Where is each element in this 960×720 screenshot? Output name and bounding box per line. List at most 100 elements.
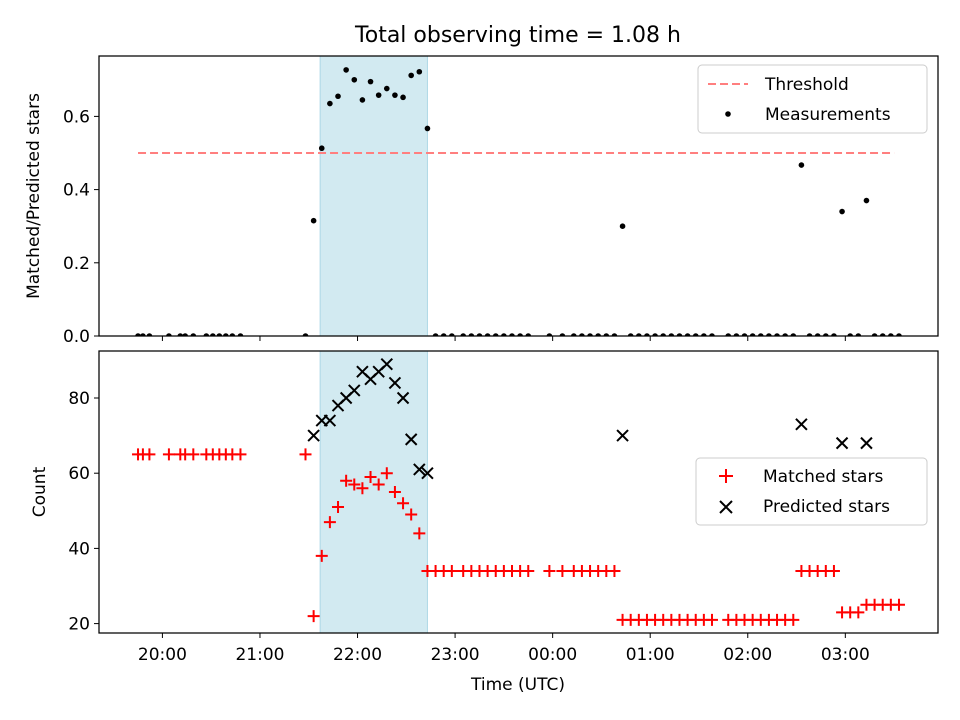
measurement-point [692, 333, 699, 336]
x-tick-label: 01:00 [626, 645, 675, 665]
measurement-point [335, 93, 341, 100]
measurement-point [216, 333, 223, 336]
measurement-point [790, 333, 797, 336]
bottom-panel: 20 40 60 80 20:00 21:00 22:00 23:00 00:00 01:00 0… [30, 350, 939, 695]
measurement-point [484, 333, 491, 336]
predicted-star-point [323, 414, 337, 427]
measurement-point [579, 333, 585, 336]
matched-star-point [187, 448, 200, 461]
predicted-star-point [421, 466, 434, 480]
predicted-star-point [396, 391, 410, 405]
measurement-point [636, 333, 642, 336]
legend-matched-label: Matched stars [763, 467, 883, 487]
measurement-point [492, 333, 499, 336]
measurement-point [871, 333, 878, 336]
x-tick-label: 03:00 [821, 645, 870, 665]
bottom-data-marks [132, 357, 905, 626]
top-legend: Threshold Measurements [697, 64, 928, 134]
measurement-point [701, 333, 707, 336]
matched-star-point [705, 613, 718, 626]
measurement-point [774, 333, 780, 336]
measurement-point [432, 333, 439, 336]
measurement-point [619, 223, 626, 229]
matched-star-point [356, 482, 369, 495]
measurement-point [140, 333, 146, 336]
measurement-point [166, 333, 172, 336]
measurement-point [725, 333, 732, 336]
legend-measurements-swatch [725, 111, 731, 117]
measurement-point [749, 333, 756, 336]
bottom-legend: Matched stars Predicted stars [695, 457, 928, 526]
measurement-point [847, 333, 853, 336]
matched-star-point [608, 564, 621, 577]
measurement-point [782, 333, 788, 336]
measurement-point [501, 333, 507, 336]
matched-star-point [522, 564, 535, 577]
top-y-axis-label: Matched/Predicted stars [24, 93, 44, 299]
measurement-point [476, 333, 483, 336]
measurement-point [383, 85, 390, 92]
measurement-point [733, 333, 740, 336]
bottom-legend-box [695, 457, 928, 526]
matched-star-point [397, 497, 410, 510]
measurement-point [559, 333, 566, 336]
top-y-tick-label: 0.2 [63, 254, 90, 274]
measurement-point [831, 333, 837, 336]
predicted-star-point [380, 357, 394, 371]
measurement-point [351, 76, 358, 83]
measurement-point [318, 145, 325, 152]
measurement-point [879, 333, 886, 336]
measurement-point [570, 333, 577, 336]
x-tick-label: 00:00 [528, 645, 577, 665]
predicted-star-point [616, 429, 629, 442]
matched-star-point [315, 549, 328, 562]
measurement-point [644, 333, 650, 336]
matched-star-point [556, 564, 569, 577]
matched-star-point [348, 478, 361, 491]
figure-title: Total observing time = 1.08 h [354, 23, 681, 48]
measurement-point [676, 333, 683, 336]
measurement-point [814, 333, 821, 336]
top-y-tick-label: 0.4 [63, 181, 90, 201]
matched-star-point [143, 448, 156, 461]
measurement-point [223, 333, 229, 336]
measurement-point [603, 333, 610, 336]
predicted-star-point [835, 436, 849, 450]
legend-threshold-label: Threshold [764, 75, 849, 95]
measurement-point [310, 217, 317, 224]
measurement-point [660, 333, 667, 336]
measurement-point [203, 333, 210, 336]
predicted-star-point [413, 463, 426, 476]
measurement-point [509, 333, 515, 336]
top-legend-box [697, 64, 928, 134]
measurement-point [839, 208, 845, 215]
matched-star-point [405, 508, 418, 521]
matched-star-point [543, 564, 556, 577]
legend-measurements-label: Measurements [765, 105, 891, 125]
measurement-point [587, 333, 593, 336]
measurement-point [424, 125, 431, 132]
legend-matched-swatch [719, 469, 733, 483]
top-y-ticks: 0.0 0.2 0.4 0.6 [63, 107, 99, 347]
measurement-point [652, 333, 658, 336]
top-axes-frame [98, 55, 939, 337]
measurement-point [741, 333, 748, 336]
measurement-point [408, 72, 414, 79]
top-highlight-span [319, 56, 428, 336]
measurement-point [757, 333, 764, 336]
matched-star-point [380, 467, 393, 480]
matched-star-point [299, 448, 312, 461]
matched-star-point [307, 610, 320, 623]
measurement-point [896, 333, 902, 336]
matched-star-point [388, 486, 401, 498]
measurement-point [359, 97, 366, 103]
x-tick-label: 22:00 [333, 645, 382, 665]
top-y-tick-label: 0.0 [63, 327, 90, 347]
measurement-point [595, 333, 601, 336]
predicted-star-point [388, 376, 402, 390]
measurement-point [400, 94, 406, 101]
matched-star-point [852, 606, 865, 619]
predicted-star-point [348, 384, 361, 397]
predicted-star-point [307, 429, 320, 442]
measurement-point [766, 333, 772, 336]
